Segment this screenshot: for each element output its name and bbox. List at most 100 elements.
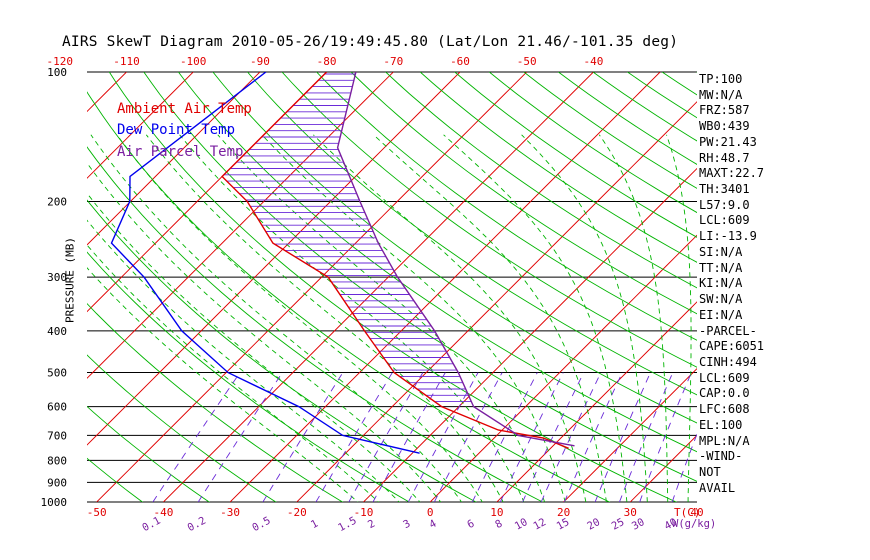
pressure-tick-label: 800 <box>47 454 67 467</box>
bottom-temp-tick-label: 40 <box>690 506 703 519</box>
top-temp-tick-label: -70 <box>383 55 403 68</box>
y-axis-label: PRESSURE (MB) <box>63 236 77 324</box>
isotherm-line <box>563 367 697 502</box>
isotherm-line <box>830 72 870 502</box>
bottom-temp-tick-label: -30 <box>220 506 240 519</box>
mixing-ratio-line <box>499 372 564 502</box>
stat-line: MAXT:22.7 <box>699 166 765 181</box>
pressure-tick-label: 100 <box>47 66 67 79</box>
pressure-tick-label: 200 <box>47 195 67 208</box>
stat-line: NOT <box>699 464 721 479</box>
top-temp-tick-label: -40 <box>583 55 603 68</box>
dry-adiabat-line <box>316 72 697 341</box>
stat-line: TT:N/A <box>699 260 743 275</box>
moist-adiabat-lines <box>87 134 692 502</box>
stat-line: TH:3401 <box>699 182 750 197</box>
mixing-ratio-tick-label: 4 <box>427 518 438 532</box>
moist-adiabat-line <box>443 134 628 502</box>
top-temp-tick-label: -60 <box>450 55 470 68</box>
mixing-ratio-tick-label: 40 <box>662 516 679 533</box>
moist-adiabat-line <box>87 244 380 502</box>
stat-line: WB0:439 <box>699 119 750 134</box>
bottom-temp-tick-label: -40 <box>153 506 173 519</box>
stat-line: FRZ:587 <box>699 103 750 118</box>
moist-adiabat-line <box>179 134 525 502</box>
moist-adiabat-line <box>90 134 463 502</box>
moist-adiabat-line <box>87 192 421 502</box>
mixing-ratio-line <box>315 372 393 502</box>
dry-adiabat-line <box>87 405 210 502</box>
stat-line: MW:N/A <box>699 87 743 102</box>
pressure-tick-label: 400 <box>47 325 67 338</box>
bottom-temp-tick-label: 0 <box>427 506 434 519</box>
isotherm-line <box>764 72 870 502</box>
air-parcel-temp-line <box>336 72 575 447</box>
dry-adiabat-line <box>87 302 344 502</box>
mixing-ratio-line <box>522 372 585 502</box>
mixing-ratio-line <box>372 372 446 502</box>
isotherm-line <box>87 72 194 179</box>
dry-adiabat-lines <box>87 72 870 511</box>
sounding-profiles <box>110 72 575 454</box>
moist-adiabat-line <box>598 134 669 502</box>
moist-adiabat-line <box>145 134 504 502</box>
pressure-tick-label: 600 <box>47 401 67 414</box>
stat-line: MPL:N/A <box>699 433 750 448</box>
dew-point-temp-line <box>110 72 420 454</box>
top-temp-tick-label: -90 <box>250 55 270 68</box>
stat-line: EL:100 <box>699 417 743 432</box>
bottom-temperature-tick-labels: -50 -40 -30 -20 -10 0 10 20 30 40T(C) <box>87 506 704 519</box>
mixing-ratio-line <box>639 372 692 502</box>
dry-adiabat-line <box>835 72 870 511</box>
mixing-ratio-tick-label: 1 <box>309 518 320 532</box>
stat-line: CAP:0.0 <box>699 386 750 401</box>
mixing-ratio-tick-label: 3 <box>401 518 412 532</box>
top-temp-tick-label: -50 <box>517 55 537 68</box>
bottom-temp-tick-label: 10 <box>490 506 503 519</box>
dry-adiabat-line <box>419 72 697 263</box>
mixing-ratio-tick-label: 30 <box>630 516 647 533</box>
stat-line: LCL:609 <box>699 370 750 385</box>
dry-adiabat-line <box>87 91 611 502</box>
stat-line: LI:-13.9 <box>699 229 757 244</box>
mixing-ratio-line <box>671 432 697 502</box>
stat-line: LFC:608 <box>699 402 750 417</box>
mixing-ratio-line <box>471 372 538 502</box>
bottom-temp-tick-label: 30 <box>624 506 637 519</box>
mixing-ratio-tick-label: 12 <box>531 516 548 533</box>
mixing-ratio-tick-label: 6 <box>465 518 476 532</box>
stat-line: SI:N/A <box>699 244 743 259</box>
moist-adiabat-line <box>313 134 587 502</box>
stat-line: L57:9.0 <box>699 197 750 212</box>
mixing-ratio-line <box>563 372 623 502</box>
dry-adiabat-line <box>350 72 697 315</box>
dry-adiabat-line <box>87 251 411 502</box>
stat-line: PW:21.43 <box>699 134 757 149</box>
stats-panel: TP:100 MW:N/A FRZ:587 WB0:439 PW:21.43 RH:48.… <box>699 72 764 496</box>
bottom-axis-label: T(C) <box>674 506 701 519</box>
mixing-ratio-tick-label: 2 <box>366 518 377 532</box>
stat-line: KI:N/A <box>699 276 743 291</box>
dry-adiabat-line <box>523 72 697 189</box>
top-temperature-tick-labels: -120 -110 -100 -90 -80 -70 -60 -50 -40 <box>47 55 604 68</box>
dry-adiabat-line <box>766 72 870 511</box>
dry-adiabat-line <box>454 72 697 238</box>
moist-adiabat-line <box>521 134 648 502</box>
dry-adiabat-line <box>661 72 697 96</box>
stat-line: TP:100 <box>699 72 743 86</box>
mixing-ratio-tick-label: 10 <box>513 516 530 533</box>
stat-line: EI:N/A <box>699 307 743 322</box>
mixing-ratio-line <box>433 372 503 502</box>
parcel-hatching <box>223 73 472 403</box>
pressure-tick-label: 300 <box>47 271 67 284</box>
moist-adiabat-line <box>373 134 607 502</box>
top-temp-tick-label: -100 <box>180 55 207 68</box>
isotherm-line <box>296 101 697 502</box>
stat-line: SW:N/A <box>699 292 743 307</box>
chart-title: AIRS SkewT Diagram 2010-05-26/19:49:45.8… <box>62 34 679 50</box>
dry-adiabat-line <box>489 72 697 214</box>
mixing-ratio-line <box>152 372 241 502</box>
dry-adiabat-line <box>87 199 477 502</box>
pressure-tick-label: 1000 <box>41 496 68 509</box>
dry-adiabat-line <box>247 72 697 396</box>
